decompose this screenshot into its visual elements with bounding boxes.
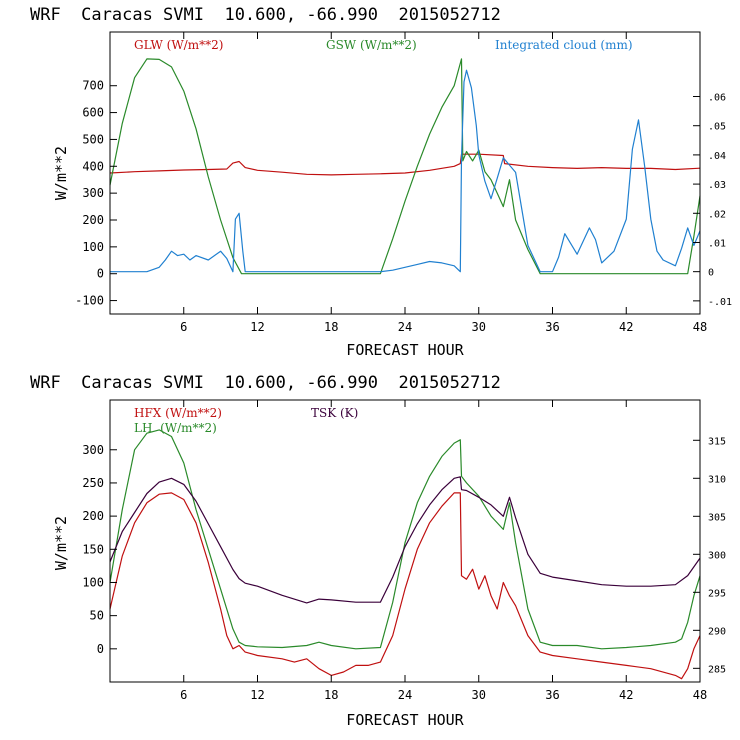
panel2-ticks: 6 12 18 24 30 36 42 48 0 50 100 150 200 250 300 285 290 2…: [82, 400, 726, 702]
panel1-ticks: 6 12 18 24 30 36 42 48 -100 0 100 200 300 400 500 600 70…: [75, 32, 732, 334]
p1-ytick-label: 300: [82, 186, 104, 200]
p2-ytick-label: 0: [97, 642, 104, 656]
p2-ytick-label: 300: [82, 443, 104, 457]
panel-cloud-radiation: WRF Caracas SVMI 10.600, -66.990 2015052…: [30, 5, 732, 359]
p2-y2tick-label: 315: [708, 436, 726, 447]
p2-xtick-label: 18: [324, 688, 338, 702]
p2-ytick-label: 50: [90, 609, 104, 623]
p1-ytick-label: 500: [82, 132, 104, 146]
p2-xtick-label: 30: [472, 688, 486, 702]
p2-ytick-label: 100: [82, 575, 104, 589]
p2-xtick-label: 42: [619, 688, 633, 702]
legend-gsw: GSW (W/m**2): [326, 38, 417, 52]
p1-y2tick-label: .05: [708, 122, 726, 133]
p1-ytick-label: 600: [82, 106, 104, 120]
panel1-ylabel: W/m**2: [52, 146, 70, 200]
panel2-series: [109, 429, 701, 680]
p2-y2tick-label: 295: [708, 588, 726, 599]
panel2-ylabel: W/m**2: [52, 516, 70, 570]
p1-xtick-label: 30: [472, 320, 486, 334]
p1-y2tick-label: 0: [708, 268, 714, 279]
p1-y2tick-label: .06: [708, 93, 726, 104]
p2-xtick-label: 12: [250, 688, 264, 702]
p2-xtick-label: 36: [545, 688, 559, 702]
p2-y2tick-label: 290: [708, 626, 726, 637]
p1-y2tick-label: .04: [708, 151, 726, 162]
p1-xtick-label: 48: [693, 320, 707, 334]
p2-ytick-label: 250: [82, 476, 104, 490]
p1-series-integrated-line: [110, 69, 701, 273]
legend-tsk: TSK (K): [311, 406, 358, 420]
p1-xtick-label: 6: [180, 320, 187, 334]
legend-hfx: HFX (W/m**2): [134, 406, 222, 420]
p2-y2tick-label: 300: [708, 550, 726, 561]
panel1-series: [109, 58, 701, 275]
p2-y2tick-label: 285: [708, 664, 726, 675]
p2-xtick-label: 6: [180, 688, 187, 702]
panel-surface-fluxes: WRF Caracas SVMI 10.600, -66.990 2015052…: [30, 373, 726, 729]
panel2-title: WRF Caracas SVMI 10.600, -66.990 2015052…: [30, 373, 501, 393]
p1-ytick-label: 200: [82, 213, 104, 227]
p1-y2tick-label: .02: [708, 209, 726, 220]
p2-ytick-label: 150: [82, 542, 104, 556]
p1-xtick-label: 12: [250, 320, 264, 334]
p2-y2tick-label: 310: [708, 474, 726, 485]
p1-xtick-label: 24: [398, 320, 412, 334]
p1-series-glw-line: [109, 153, 701, 176]
legend-glw: GLW (W/m**2): [134, 38, 223, 52]
p2-series-lh-line: [109, 429, 701, 650]
p1-ytick-label: 700: [82, 79, 104, 93]
p1-xtick-label: 36: [545, 320, 559, 334]
panel2-xlabel: FORECAST HOUR: [346, 711, 464, 729]
p1-xtick-label: 42: [619, 320, 633, 334]
p1-y2tick-label: -.01: [708, 297, 732, 308]
p1-series-gsw-line: [109, 58, 701, 275]
p1-ytick-label: -100: [75, 294, 104, 308]
p1-y2tick-label: .03: [708, 180, 726, 191]
p1-ytick-label: 400: [82, 159, 104, 173]
p1-ytick-label: 0: [97, 267, 104, 281]
p1-xtick-label: 18: [324, 320, 338, 334]
panel1-title: WRF Caracas SVMI 10.600, -66.990 2015052…: [30, 5, 501, 25]
p2-xtick-label: 24: [398, 688, 412, 702]
p1-y2tick-label: .01: [708, 238, 726, 249]
legend-cloud: Integrated cloud (mm): [495, 38, 633, 52]
p2-y2tick-label: 305: [708, 512, 726, 523]
p2-series-tsk-line: [109, 476, 701, 604]
p1-ytick-label: 100: [82, 240, 104, 254]
panel1-xlabel: FORECAST HOUR: [346, 341, 464, 359]
p2-xtick-label: 48: [693, 688, 707, 702]
p2-ytick-label: 200: [82, 509, 104, 523]
p2-series-hfx-line: [109, 492, 701, 680]
